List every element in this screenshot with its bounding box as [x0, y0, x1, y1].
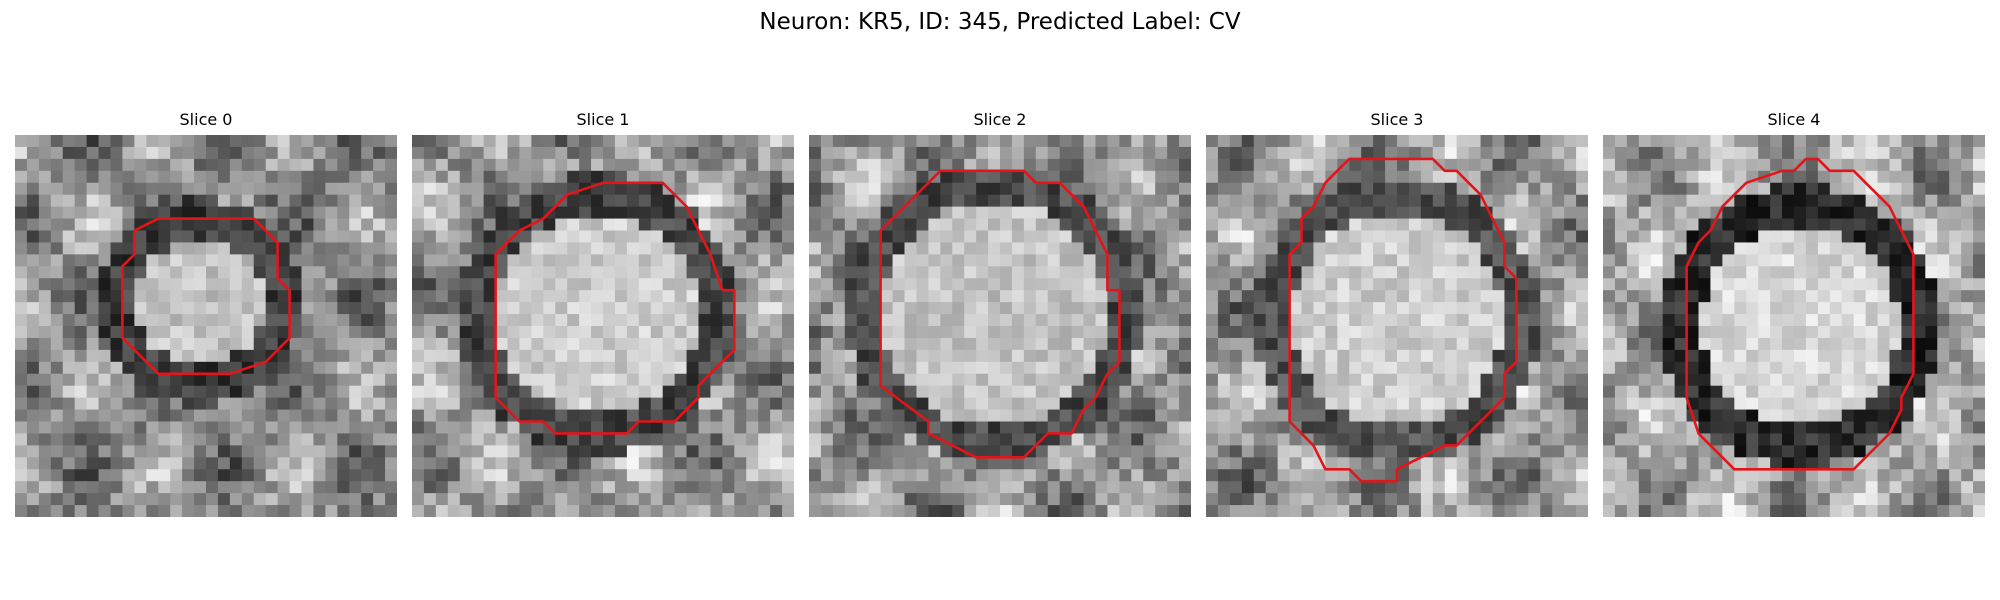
segmentation-outline — [494, 181, 736, 435]
slice-title-0: Slice 0 — [179, 110, 233, 129]
slice-title-1: Slice 1 — [576, 110, 630, 129]
pixel-grid — [15, 135, 397, 517]
pixel-grid — [1206, 135, 1588, 517]
segmentation-outline — [121, 217, 291, 376]
pixel-grid — [412, 135, 794, 517]
segmentation-outline — [879, 169, 1121, 459]
slice-panel-1: Slice 1 — [412, 108, 794, 517]
slice-panel-3: Slice 3 — [1206, 108, 1588, 517]
slice-panel-0: Slice 0 — [15, 108, 397, 517]
slice-image-1 — [412, 135, 794, 517]
slice-image-3 — [1206, 135, 1588, 517]
slice-title-4: Slice 4 — [1767, 110, 1821, 129]
slice-image-0 — [15, 135, 397, 517]
slice-panel-2: Slice 2 — [809, 108, 1191, 517]
pixel-grid — [809, 135, 1191, 517]
figure-title: Neuron: KR5, ID: 345, Predicted Label: C… — [759, 9, 1241, 35]
slice-panel-4: Slice 4 — [1603, 108, 1985, 517]
slice-image-4 — [1603, 135, 1985, 517]
slice-title-2: Slice 2 — [973, 110, 1027, 129]
pixel-grid — [1603, 135, 1985, 517]
slice-image-2 — [809, 135, 1191, 517]
segmentation-outline — [1685, 157, 1915, 471]
slice-title-3: Slice 3 — [1370, 110, 1424, 129]
segmentation-outline — [1288, 157, 1518, 483]
